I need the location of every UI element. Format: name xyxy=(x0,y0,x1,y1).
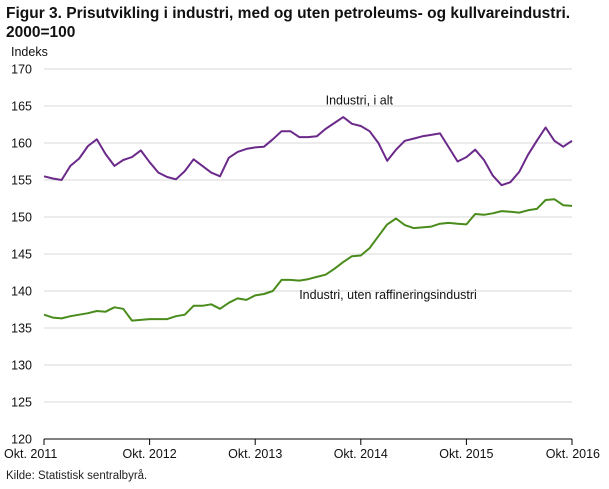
y-tick-label-150: 150 xyxy=(11,211,32,225)
y-tick-label-160: 160 xyxy=(11,137,32,151)
x-tick-label-0: Okt. 2011 xyxy=(4,447,57,461)
y-tick-label-125: 125 xyxy=(11,396,32,410)
series-line-1 xyxy=(43,116,573,187)
axes: Indeks 120 125 130 135 140 145 150 155 160 165 170 O… xyxy=(4,45,600,461)
y-tick-label-170: 170 xyxy=(11,63,32,77)
y-tick-label-130: 130 xyxy=(11,359,32,373)
series-label-1: Industri, i alt xyxy=(326,94,394,108)
y-tick-label-155: 155 xyxy=(11,174,32,188)
grid-lines xyxy=(44,68,572,403)
chart-title: Figur 3. Prisutvikling i industri, med o… xyxy=(6,5,571,41)
y-axis-title: Indeks xyxy=(11,45,48,59)
series-label-2: Industri, uten raffineringsindustri xyxy=(299,288,477,302)
series-lines xyxy=(43,116,573,322)
y-tick-label-145: 145 xyxy=(11,248,32,262)
source-note: Kilde: Statistisk sentralbyrå. xyxy=(6,470,148,482)
annotations: Industri, i alt Industri, uten raffinerin… xyxy=(299,94,477,303)
y-tick-label-165: 165 xyxy=(11,100,32,114)
series-line-2 xyxy=(43,198,573,322)
y-tick-label-120: 120 xyxy=(11,433,32,447)
x-tick-label-2: Okt. 2013 xyxy=(228,447,282,461)
x-tick-label-4: Okt. 2015 xyxy=(439,447,493,461)
x-tick-label-5: Okt. 2016 xyxy=(546,447,600,461)
y-tick-label-140: 140 xyxy=(11,285,32,299)
x-tick-label-3: Okt. 2014 xyxy=(334,447,388,461)
x-tick-label-1: Okt. 2012 xyxy=(122,447,176,461)
y-tick-label-135: 135 xyxy=(11,322,32,336)
